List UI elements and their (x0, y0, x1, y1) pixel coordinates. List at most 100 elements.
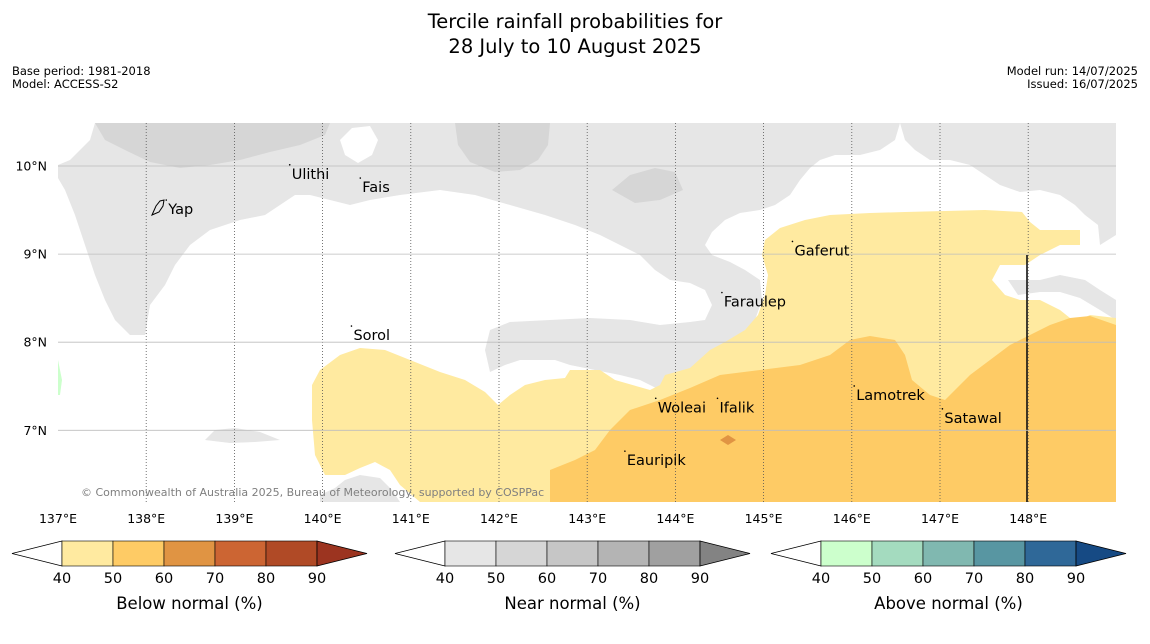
model-name: Model: ACCESS-S2 (12, 77, 119, 91)
legend-segment (495, 540, 548, 567)
lat-tick-label: 9°N (23, 247, 47, 262)
place-marker (721, 291, 723, 294)
place-label: Woleai (658, 400, 706, 416)
place-labels: Yap Ulithi Fais Sorol Gaferut Faraulep Woleai I… (165, 164, 1002, 469)
lon-tick-label: 141°E (392, 511, 430, 526)
near-normal-region-main (58, 123, 900, 390)
legend-title: Below normal (%) (116, 594, 263, 613)
legend-title: Above normal (%) (874, 594, 1023, 613)
legend-segment (214, 540, 267, 567)
below-normal-spot (720, 435, 736, 445)
place-label: Gaferut (794, 243, 849, 259)
legend-tick-label: 80 (1016, 571, 1034, 587)
legend-max-arrow (1075, 540, 1127, 567)
legend-tick-label: 80 (640, 571, 658, 587)
legend-tick-label: 60 (155, 571, 173, 587)
legend-tick-label: 40 (53, 571, 71, 587)
legend-tick-label: 80 (257, 571, 275, 587)
place-label: Fais (362, 180, 389, 196)
model-run: Model run: 14/07/2025 (1006, 64, 1138, 78)
near-normal-high-1 (95, 123, 330, 168)
legend-segment (546, 540, 599, 567)
place-label: Eauripik (627, 453, 686, 469)
legend-segment (265, 540, 318, 567)
base-period: Base period: 1981-2018 (12, 64, 151, 78)
lon-tick-label: 147°E (921, 511, 959, 526)
legend-tick-label: 60 (538, 571, 556, 587)
legend-min-arrow (11, 540, 63, 567)
place-marker (165, 199, 168, 201)
near-normal-region-north (58, 123, 1116, 245)
place-marker (359, 177, 362, 179)
legend-segment (444, 540, 497, 567)
title-line-1: Tercile rainfall probabilities for (427, 10, 723, 33)
legend-title: Near normal (%) (504, 594, 640, 613)
lon-tick-label: 137°E (39, 511, 77, 526)
place-label: Sorol (353, 328, 390, 344)
place-label: Satawal (944, 411, 1001, 427)
lon-tick-label: 146°E (833, 511, 871, 526)
legend-tick-label: 70 (589, 571, 607, 587)
near-normal-high-3 (612, 168, 683, 203)
base-info: Base period: 1981-2018 Model: ACCESS-S2 (12, 65, 151, 91)
map-title: Tercile rainfall probabilities for 28 Ju… (0, 9, 1150, 59)
legend-segment (163, 540, 216, 567)
near-normal-patch-west (205, 428, 280, 443)
legend-segment (112, 540, 165, 567)
lon-tick-label: 138°E (127, 511, 165, 526)
legend-tick-label: 40 (812, 571, 830, 587)
legend-segment (597, 540, 650, 567)
legend-segment (61, 540, 114, 567)
place-label: Ifalik (720, 400, 755, 416)
legend-max-arrow (316, 540, 368, 567)
legend-segment (922, 540, 975, 567)
lon-tick-label: 144°E (656, 511, 694, 526)
lon-tick-label: 145°E (745, 511, 783, 526)
lon-tick-label: 143°E (568, 511, 606, 526)
legend-tick-label: 50 (863, 571, 881, 587)
place-marker (624, 450, 626, 452)
legend-segment (648, 540, 701, 567)
legend-tick-label: 70 (965, 571, 983, 587)
legend-tick-label: 90 (308, 571, 326, 587)
legend-colorbar: 40 50 60 70 80 90 Below normal (%) (11, 540, 368, 613)
legend-min-arrow (770, 540, 822, 567)
place-marker (941, 408, 944, 410)
place-label: Faraulep (724, 295, 786, 311)
legend-tick-label: 50 (104, 571, 122, 587)
place-label: Yap (167, 202, 193, 218)
place-marker (288, 164, 291, 166)
place-label: Ulithi (292, 167, 330, 183)
legend-tick-label: 40 (436, 571, 454, 587)
legend-min-arrow (394, 540, 446, 567)
run-info: Model run: 14/07/2025 Issued: 16/07/2025 (1007, 65, 1138, 91)
place-marker (716, 397, 719, 400)
legend-segment (871, 540, 924, 567)
legend-tick-label: 50 (487, 571, 505, 587)
below-normal-region-50 (550, 316, 1116, 502)
near-normal-patch-south (320, 475, 400, 502)
legend-segment (1024, 540, 1077, 567)
place-marker (350, 325, 353, 327)
legend-segment (973, 540, 1026, 567)
legend-max-arrow (699, 540, 751, 567)
issued-date: Issued: 16/07/2025 (1027, 77, 1138, 91)
legend-tick-label: 60 (914, 571, 932, 587)
graticule (58, 123, 1116, 502)
place-marker (791, 240, 794, 243)
legend-tick-label: 90 (691, 571, 709, 587)
lon-tick-label: 148°E (1009, 511, 1047, 526)
legend-segment (820, 540, 873, 567)
lat-tick-label: 7°N (23, 423, 47, 438)
legend-tick-label: 70 (206, 571, 224, 587)
place-label: Lamotrek (856, 388, 925, 404)
axis-labels: 137°E 138°E 139°E 140°E 141°E 142°E 143°E 144°E… (15, 159, 1047, 527)
near-normal-patch-east (1008, 275, 1116, 320)
lat-tick-label: 8°N (23, 335, 47, 350)
place-marker (853, 385, 856, 387)
legend-tick-label: 90 (1067, 571, 1085, 587)
lat-tick-label: 10°N (15, 159, 47, 174)
white-hole-2 (58, 123, 95, 165)
